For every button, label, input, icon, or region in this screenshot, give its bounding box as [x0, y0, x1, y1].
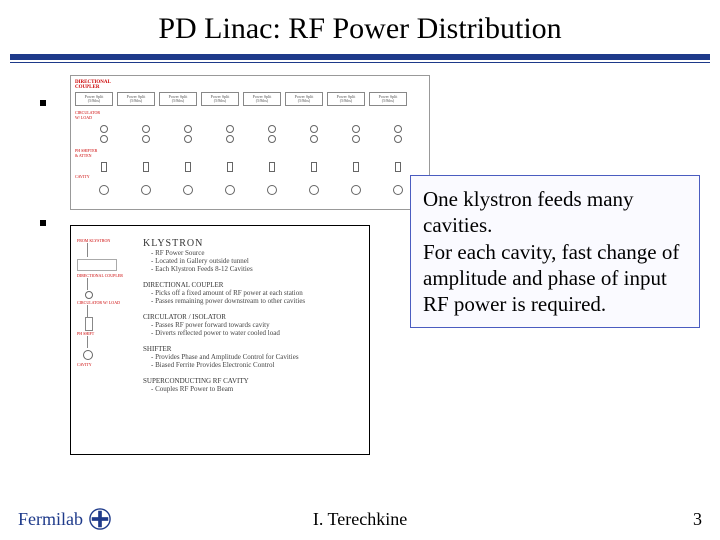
legend-diagram: FROM KLYSTRON DIRECTIONAL COUPLER CIRCUL… [70, 225, 370, 455]
cavity-label: CAVITY [75, 174, 425, 179]
bullet-2 [40, 220, 46, 226]
legend-schematic-column: FROM KLYSTRON DIRECTIONAL COUPLER CIRCUL… [77, 238, 137, 367]
distribution-diagram: DIRECTIONAL COUPLER Power Split(5/8ths) … [70, 75, 430, 210]
bullet-1 [40, 100, 46, 106]
slide-footer: Fermilab I. Terechkine 3 [0, 508, 720, 530]
circulator-row [75, 124, 425, 144]
phase-label: PH SHIFTER& ATTEN [75, 148, 425, 158]
coupler-box: Power Split(5/8ths) [285, 92, 323, 106]
org-name: Fermilab [18, 509, 83, 530]
legend-line: - Biased Ferrite Provides Electronic Con… [151, 361, 363, 369]
shifter-row [75, 162, 425, 172]
fermilab-logo-icon [89, 508, 111, 530]
footer-page-number: 3 [693, 509, 702, 530]
legend-line: - Provides Phase and Amplitude Control f… [151, 353, 363, 361]
info-line-1: One klystron feeds many cavities. [423, 187, 634, 237]
coupler-box: Power Split(5/8ths) [159, 92, 197, 106]
legend-heading: DIRECTIONAL COUPLER [143, 281, 363, 289]
legend-text-column: KLYSTRON - RF Power Source - Located in … [143, 238, 363, 393]
coupler-box: Power Split(5/8ths) [201, 92, 239, 106]
legend-line: - Passes remaining power downstream to o… [151, 297, 363, 305]
footer-author: I. Terechkine [313, 509, 407, 530]
legend-line: - Passes RF power forward towards cavity [151, 321, 363, 329]
cavity-row [75, 183, 425, 197]
legend-line: - RF Power Source [151, 249, 363, 257]
legend-line: - Located in Gallery outside tunnel [151, 257, 363, 265]
legend-heading: SUPERCONDUCTING RF CAVITY [143, 377, 363, 385]
legend-heading: SHIFTER [143, 345, 363, 353]
klystron-heading: KLYSTRON [143, 238, 363, 249]
coupler-box: Power Split(5/8ths) [327, 92, 365, 106]
legend-line: - Each Klystron Feeds 8-12 Cavities [151, 265, 363, 273]
legend-heading: CIRCULATOR / ISOLATOR [143, 313, 363, 321]
info-line-2: For each cavity, fast change of amplitud… [423, 240, 679, 317]
coupler-box: Power Split(5/8ths) [75, 92, 113, 106]
footer-org: Fermilab [0, 508, 111, 530]
legend-dc-box [77, 259, 117, 271]
dc-label-2: COUPLER [75, 85, 425, 90]
legend-line: - Picks off a fixed amount of RF power a… [151, 289, 363, 297]
legend-line: - Couples RF Power to Beam [151, 385, 363, 393]
title-rule-thick [10, 54, 710, 60]
circ-label: CIRCULATORW/ LOAD [75, 110, 425, 120]
coupler-row: Power Split(5/8ths) Power Split(5/8ths) … [75, 92, 425, 106]
coupler-box: Power Split(5/8ths) [369, 92, 407, 106]
slide-title: PD Linac: RF Power Distribution [0, 0, 720, 54]
coupler-box: Power Split(5/8ths) [243, 92, 281, 106]
info-callout: One klystron feeds many cavities. For ea… [410, 175, 700, 328]
title-rule-thin [10, 62, 710, 63]
coupler-box: Power Split(5/8ths) [117, 92, 155, 106]
legend-line: - Diverts reflected power to water coole… [151, 329, 363, 337]
